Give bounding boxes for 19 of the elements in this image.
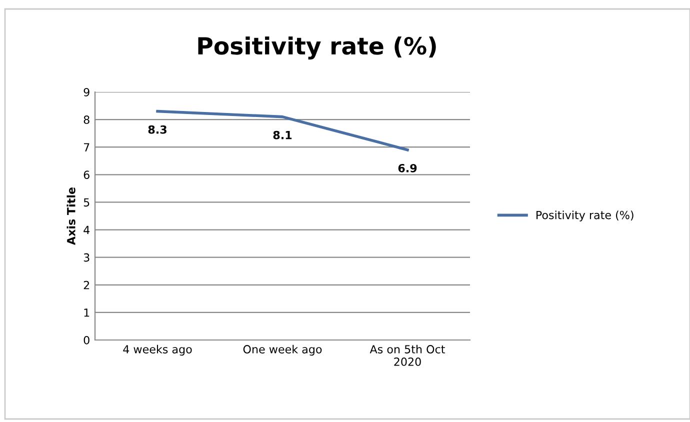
x-tick-label: 4 weeks ago xyxy=(123,344,192,356)
y-tick-label: 8 xyxy=(84,116,90,124)
data-label: 6.9 xyxy=(398,164,417,172)
y-tick-label: 6 xyxy=(84,170,90,180)
legend-label: Positivity rate (%) xyxy=(536,210,634,222)
y-tick-label: 2 xyxy=(84,280,90,290)
y-axis-title: Axis Title xyxy=(66,187,76,245)
data-label: 8.1 xyxy=(273,130,292,140)
chart-title: Positivity rate (%) xyxy=(198,36,436,60)
y-tick-label: 4 xyxy=(84,226,90,234)
x-tick-label: As on 5th Oct 2020 xyxy=(370,344,445,366)
y-tick-label: 1 xyxy=(84,308,90,317)
y-tick-label: 0 xyxy=(84,336,90,344)
y-tick-label: 7 xyxy=(84,143,90,152)
x-tick-label: One week ago xyxy=(243,344,322,356)
data-label: 8.3 xyxy=(148,125,166,134)
y-tick-label: 5 xyxy=(84,198,90,207)
y-tick-label: 9 xyxy=(84,88,90,96)
y-tick-label: 3 xyxy=(84,253,90,262)
